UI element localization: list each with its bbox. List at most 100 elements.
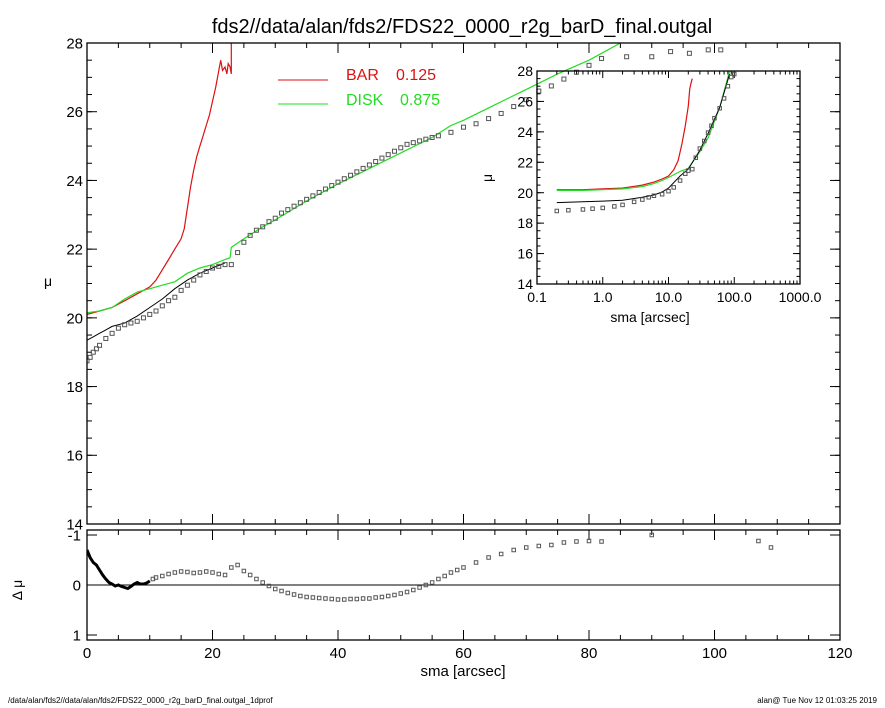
data-point: [461, 124, 466, 130]
data-point: [159, 303, 165, 309]
residual-panel: 0 20 40 60 80 100 120-101: [68, 527, 853, 662]
panel-frame: [86, 42, 841, 525]
data-point: [600, 205, 605, 211]
data-point: [153, 308, 159, 314]
data-point: [612, 204, 617, 209]
data-point: [373, 159, 379, 165]
data-point: [285, 590, 291, 596]
data-point: [732, 71, 737, 77]
data-point: [590, 206, 595, 211]
x-tick-label: 10.0: [655, 289, 682, 305]
data-point: [310, 193, 316, 199]
data-point: [273, 586, 278, 592]
data-point: [87, 358, 90, 364]
inset-xlabel: sma [arcsec]: [610, 309, 689, 325]
data-point: [385, 593, 391, 599]
data-point: [417, 585, 422, 590]
data-point: [210, 265, 215, 271]
data-point: [260, 580, 265, 585]
data-point: [404, 141, 410, 147]
x-tick-label: 40: [330, 645, 347, 662]
y-tick-label: 14: [517, 276, 533, 292]
data-point: [254, 576, 259, 582]
data-point: [367, 596, 372, 601]
data-point: [668, 49, 674, 55]
data-point: [385, 152, 391, 158]
panel-frame: [536, 70, 801, 285]
data-point: [417, 138, 423, 144]
y-tick-label: 28: [66, 35, 83, 52]
data-point: [423, 582, 429, 588]
data-point: [671, 185, 676, 190]
data-point: [435, 133, 441, 139]
data-point: [651, 193, 657, 199]
data-point: [599, 539, 604, 544]
data-point: [586, 538, 592, 544]
data-point: [235, 250, 241, 256]
data-point: [718, 47, 724, 53]
main-ylabel: μ: [44, 273, 52, 289]
data-point: [620, 202, 625, 208]
data-point: [210, 570, 215, 575]
data-point: [574, 539, 579, 544]
inset-panel: 0.1 1.0 10.0 100.0 1000.0 14 16 18 20 22 24 26 28: [517, 63, 821, 305]
data-point: [291, 592, 297, 597]
data-point: [329, 596, 334, 602]
data-point: [87, 354, 93, 360]
data-point: [721, 96, 727, 101]
data-point: [228, 262, 234, 268]
data-point: [329, 183, 335, 189]
data-point: [348, 596, 353, 602]
data-point: [216, 263, 222, 269]
series-line-bar: [556, 78, 693, 191]
y-tick-label: 22: [66, 242, 83, 259]
data-point: [216, 571, 222, 577]
data-point: [279, 210, 285, 216]
data-point: [523, 97, 529, 103]
data-point: [147, 311, 153, 317]
data-point: [166, 298, 172, 304]
data-point: [398, 591, 403, 596]
data-point: [316, 595, 322, 601]
data-point: [304, 594, 309, 600]
data-point: [203, 268, 209, 274]
data-point: [247, 232, 253, 238]
data-point: [423, 136, 429, 142]
data-point: [549, 542, 554, 548]
data-point: [448, 570, 454, 575]
legend-bar-value: 0.125: [396, 67, 436, 84]
data-point: [768, 545, 774, 550]
data-point: [322, 186, 328, 192]
data-point: [235, 562, 240, 568]
data-point: [486, 116, 492, 122]
data-point: [486, 555, 491, 560]
x-tick-label: 120: [827, 645, 852, 662]
data-point: [160, 573, 165, 579]
data-point: [348, 172, 354, 178]
data-point: [709, 123, 714, 129]
data-point: [279, 588, 284, 594]
data-point: [442, 573, 447, 579]
data-point: [90, 349, 96, 355]
data-point: [498, 551, 504, 557]
data-point: [316, 189, 322, 195]
data-point: [705, 130, 711, 135]
data-point: [756, 538, 761, 544]
data-point: [304, 196, 310, 202]
footer-path: /data/alan/fds2//data/alan/fds2/FDS22_00…: [8, 696, 273, 705]
data-point: [640, 197, 645, 202]
data-point: [97, 342, 103, 348]
data-point: [693, 155, 699, 160]
x-tick-label: 1.0: [593, 289, 613, 305]
data-point: [631, 199, 637, 205]
data-point: [454, 567, 460, 573]
data-point: [566, 207, 571, 213]
data-point: [191, 570, 196, 576]
inset-ylabel: μ: [479, 174, 495, 182]
residual-xlabel: sma [arcsec]: [420, 663, 505, 680]
data-point: [241, 568, 247, 574]
data-point: [717, 106, 722, 111]
y-tick-label: 18: [66, 379, 83, 396]
x-tick-label: 1000.0: [779, 289, 822, 305]
